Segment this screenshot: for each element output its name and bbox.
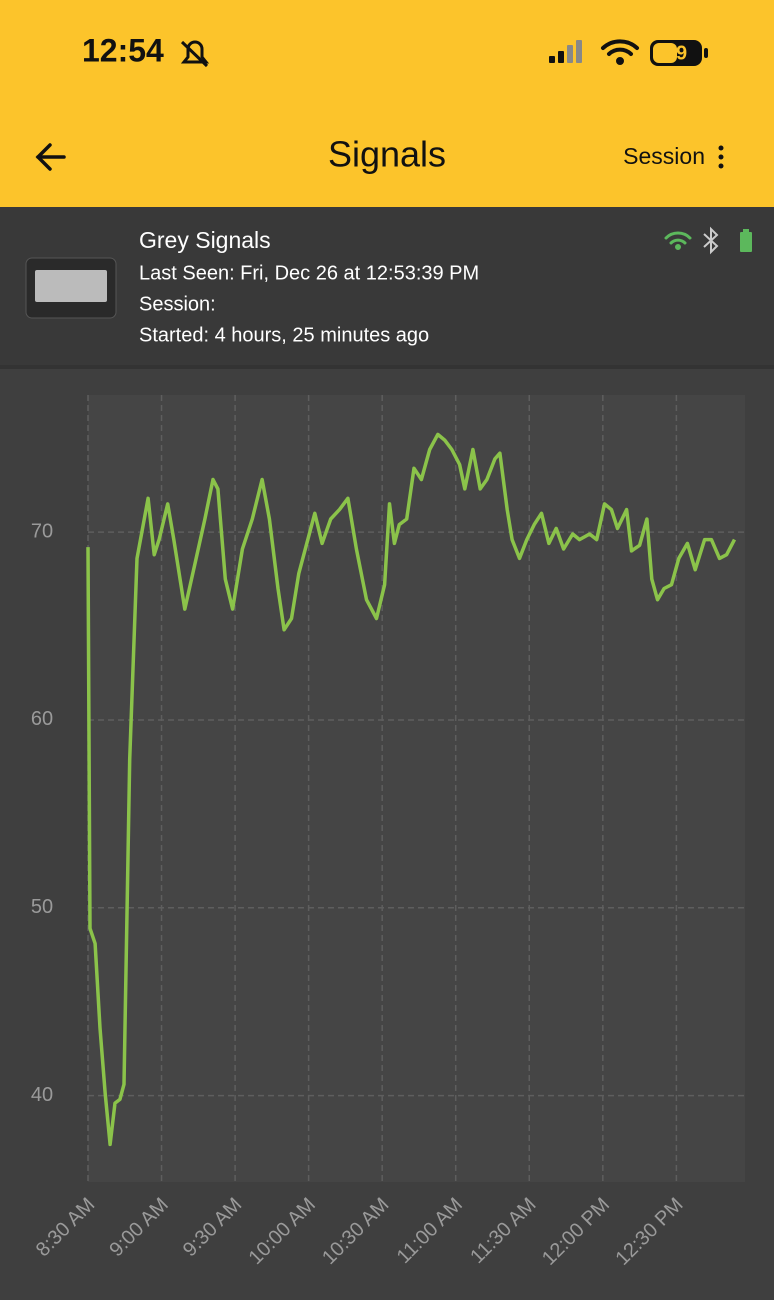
page-title: Signals bbox=[328, 134, 446, 175]
session-label: Session: bbox=[139, 293, 216, 315]
x-tick-label: 12:00 PM bbox=[538, 1194, 614, 1270]
device-panel bbox=[0, 207, 774, 365]
x-tick-label: 11:30 AM bbox=[466, 1194, 540, 1268]
x-tick-label: 10:00 AM bbox=[245, 1194, 320, 1269]
wifi-status bbox=[664, 231, 692, 250]
x-tick-label: 9:00 AM bbox=[105, 1194, 172, 1261]
x-tick-label: 10:30 AM bbox=[318, 1194, 393, 1269]
bluetooth-status bbox=[703, 226, 719, 255]
battery-tip bbox=[704, 48, 708, 58]
device-name: Grey Signals bbox=[139, 227, 271, 253]
started: Started: 4 hours, 25 minutes ago bbox=[139, 324, 429, 346]
clock: 12:54 bbox=[82, 32, 164, 68]
x-tick-label: 9:30 AM bbox=[179, 1194, 246, 1261]
device-image bbox=[25, 257, 117, 319]
x-tick-label: 8:30 AM bbox=[32, 1194, 99, 1261]
battery-level bbox=[653, 43, 677, 63]
last-seen: Last Seen: Fri, Dec 26 at 12:53:39 PM bbox=[139, 262, 479, 284]
y-tick-label: 50 bbox=[31, 896, 53, 918]
overflow-menu[interactable] bbox=[718, 145, 724, 169]
x-tick-label: 11:00 AM bbox=[393, 1194, 467, 1268]
app-bar bbox=[0, 0, 774, 207]
y-tick-label: 60 bbox=[31, 708, 53, 730]
data-line bbox=[86, 432, 737, 1147]
mute-icon bbox=[180, 40, 210, 68]
plot-area bbox=[88, 395, 745, 1182]
panel-shadow bbox=[0, 365, 774, 369]
session-menu[interactable]: Session bbox=[623, 143, 705, 169]
y-tick-label: 40 bbox=[31, 1084, 53, 1106]
back-button[interactable] bbox=[35, 143, 66, 171]
battery-percent: 49 bbox=[665, 42, 687, 64]
signal-icon bbox=[549, 40, 582, 63]
y-tick-label: 70 bbox=[31, 520, 53, 542]
wifi-icon bbox=[601, 39, 639, 65]
battery-status bbox=[740, 229, 752, 252]
x-tick-label: 12:30 PM bbox=[612, 1194, 688, 1270]
